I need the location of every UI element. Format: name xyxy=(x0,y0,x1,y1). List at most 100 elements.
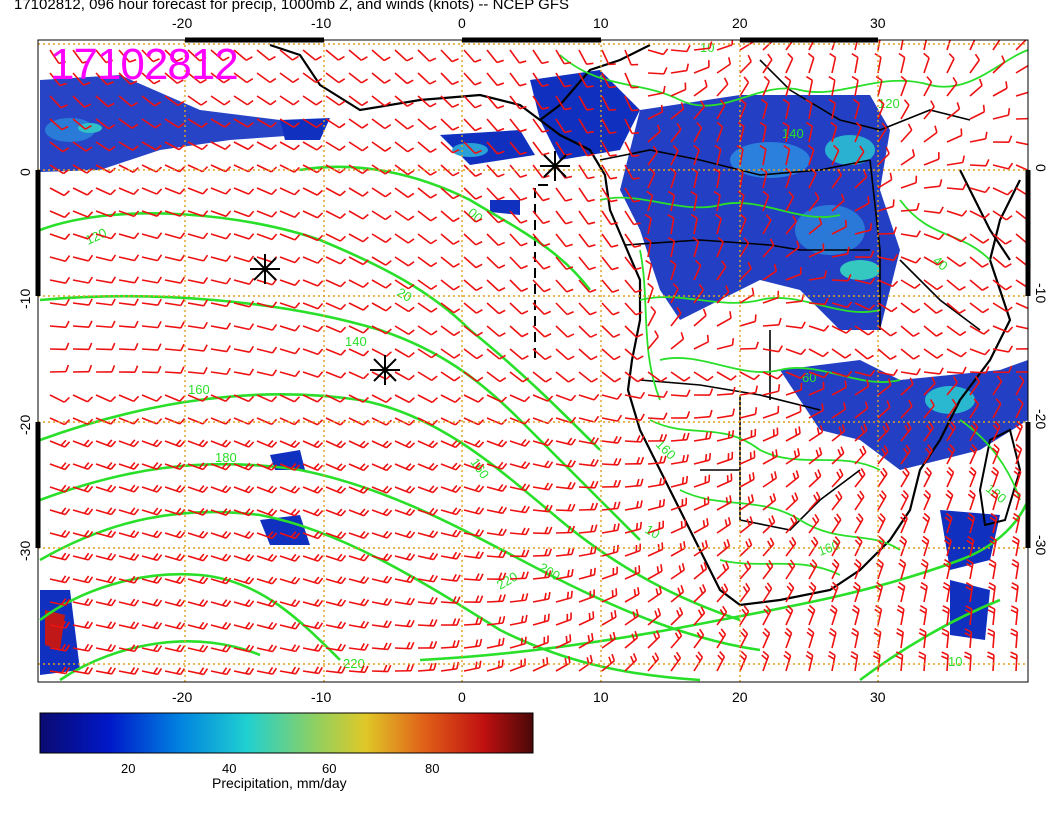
wind-barb xyxy=(187,530,209,539)
wind-barb xyxy=(785,321,806,329)
wind-barb xyxy=(850,651,859,672)
wind-barb xyxy=(463,256,483,269)
wind-barb xyxy=(532,233,551,247)
wind-barb xyxy=(164,644,186,653)
wind-barb xyxy=(578,502,599,511)
wind-barb xyxy=(95,507,117,516)
wind-barb xyxy=(919,581,928,603)
wind-barb xyxy=(210,485,232,494)
storm-markers xyxy=(250,151,570,385)
wind-barb xyxy=(532,394,554,402)
wind-barb xyxy=(875,581,884,603)
wind-barb xyxy=(877,445,889,465)
contour-label: 160 xyxy=(188,382,210,397)
wind-barb xyxy=(877,400,891,419)
wind-barb xyxy=(348,553,370,562)
wind-barb xyxy=(992,210,1013,221)
wind-barb xyxy=(716,605,728,626)
wind-barb xyxy=(256,95,277,106)
wind-barb xyxy=(946,76,958,97)
wind-barb xyxy=(164,553,186,562)
wind-barb xyxy=(647,607,662,626)
top-lon-labels: -20 -10 0 10 20 30 xyxy=(172,15,886,31)
wind-barb xyxy=(440,348,461,359)
contour-label: 140 xyxy=(345,334,367,349)
wind-barb xyxy=(325,187,346,197)
wind-barb xyxy=(210,553,232,562)
wind-barb xyxy=(440,302,461,314)
wind-barb xyxy=(302,49,322,61)
wind-barb xyxy=(118,118,139,129)
wind-barb xyxy=(624,325,644,338)
wind-barb xyxy=(759,121,767,143)
wind-barb xyxy=(923,40,928,51)
wind-barb xyxy=(279,118,300,128)
wind-barb xyxy=(1015,117,1028,120)
contour-label: 20 xyxy=(395,285,415,305)
wind-barb xyxy=(693,431,712,442)
wind-barb xyxy=(877,98,885,120)
wind-barb xyxy=(509,483,531,492)
wind-barb xyxy=(737,190,745,212)
wind-barb xyxy=(923,152,940,166)
wind-barb xyxy=(578,72,594,88)
wind-barb xyxy=(762,75,770,97)
wind-barb xyxy=(394,597,415,606)
wind-barb xyxy=(440,118,460,131)
wind-barb xyxy=(897,581,906,603)
wind-barb xyxy=(394,485,416,494)
wind-barb xyxy=(394,49,414,62)
wind-barb xyxy=(992,40,1001,51)
wind-barb xyxy=(785,604,794,626)
wind-barb xyxy=(463,118,482,132)
wind-barb xyxy=(49,620,71,629)
wind-barb xyxy=(371,233,392,244)
wind-barb xyxy=(371,664,392,673)
graticule xyxy=(38,40,1028,682)
wind-barb xyxy=(762,605,772,626)
wind-barb xyxy=(210,439,232,448)
wind-barb xyxy=(782,121,790,143)
wind-barb xyxy=(187,599,209,608)
wind-barb xyxy=(417,256,438,268)
wind-barb xyxy=(946,279,966,291)
wind-barb xyxy=(95,164,116,174)
wind-barb xyxy=(256,369,278,377)
wind-barb xyxy=(532,279,551,293)
wind-barb xyxy=(164,621,186,630)
wind-barb xyxy=(715,213,722,235)
wind-barb xyxy=(141,95,162,107)
wind-barb xyxy=(49,666,70,675)
wind-barb xyxy=(987,628,996,649)
wind-barb xyxy=(325,621,347,630)
wind-barb xyxy=(95,210,117,218)
wind-barb xyxy=(601,348,621,361)
wind-barb xyxy=(256,576,278,585)
wind-barb xyxy=(739,213,747,235)
wind-barb xyxy=(279,324,301,332)
wind-barb xyxy=(371,49,391,62)
wind-barb xyxy=(486,461,508,470)
wind-barb xyxy=(440,210,460,223)
wind-barb xyxy=(601,588,618,603)
wind-barb xyxy=(440,462,462,471)
wind-barb xyxy=(164,598,186,607)
wind-barb xyxy=(302,279,324,287)
wind-barb xyxy=(187,232,209,240)
wind-barb xyxy=(555,371,575,383)
wind-barb xyxy=(941,628,950,649)
wind-barb xyxy=(256,599,278,608)
wind-barb xyxy=(946,182,967,191)
wind-barb xyxy=(95,552,117,561)
wind-barb xyxy=(302,72,323,84)
wind-barb xyxy=(601,544,619,557)
wind-barb xyxy=(762,627,771,649)
wind-barb xyxy=(969,366,990,374)
land-contours xyxy=(559,49,1028,576)
wind-barb xyxy=(417,440,439,449)
wind-barb xyxy=(371,620,392,629)
wind-barb xyxy=(946,466,955,488)
wind-barb xyxy=(463,95,482,109)
wind-barb xyxy=(164,49,184,62)
wind-barb xyxy=(877,122,888,143)
